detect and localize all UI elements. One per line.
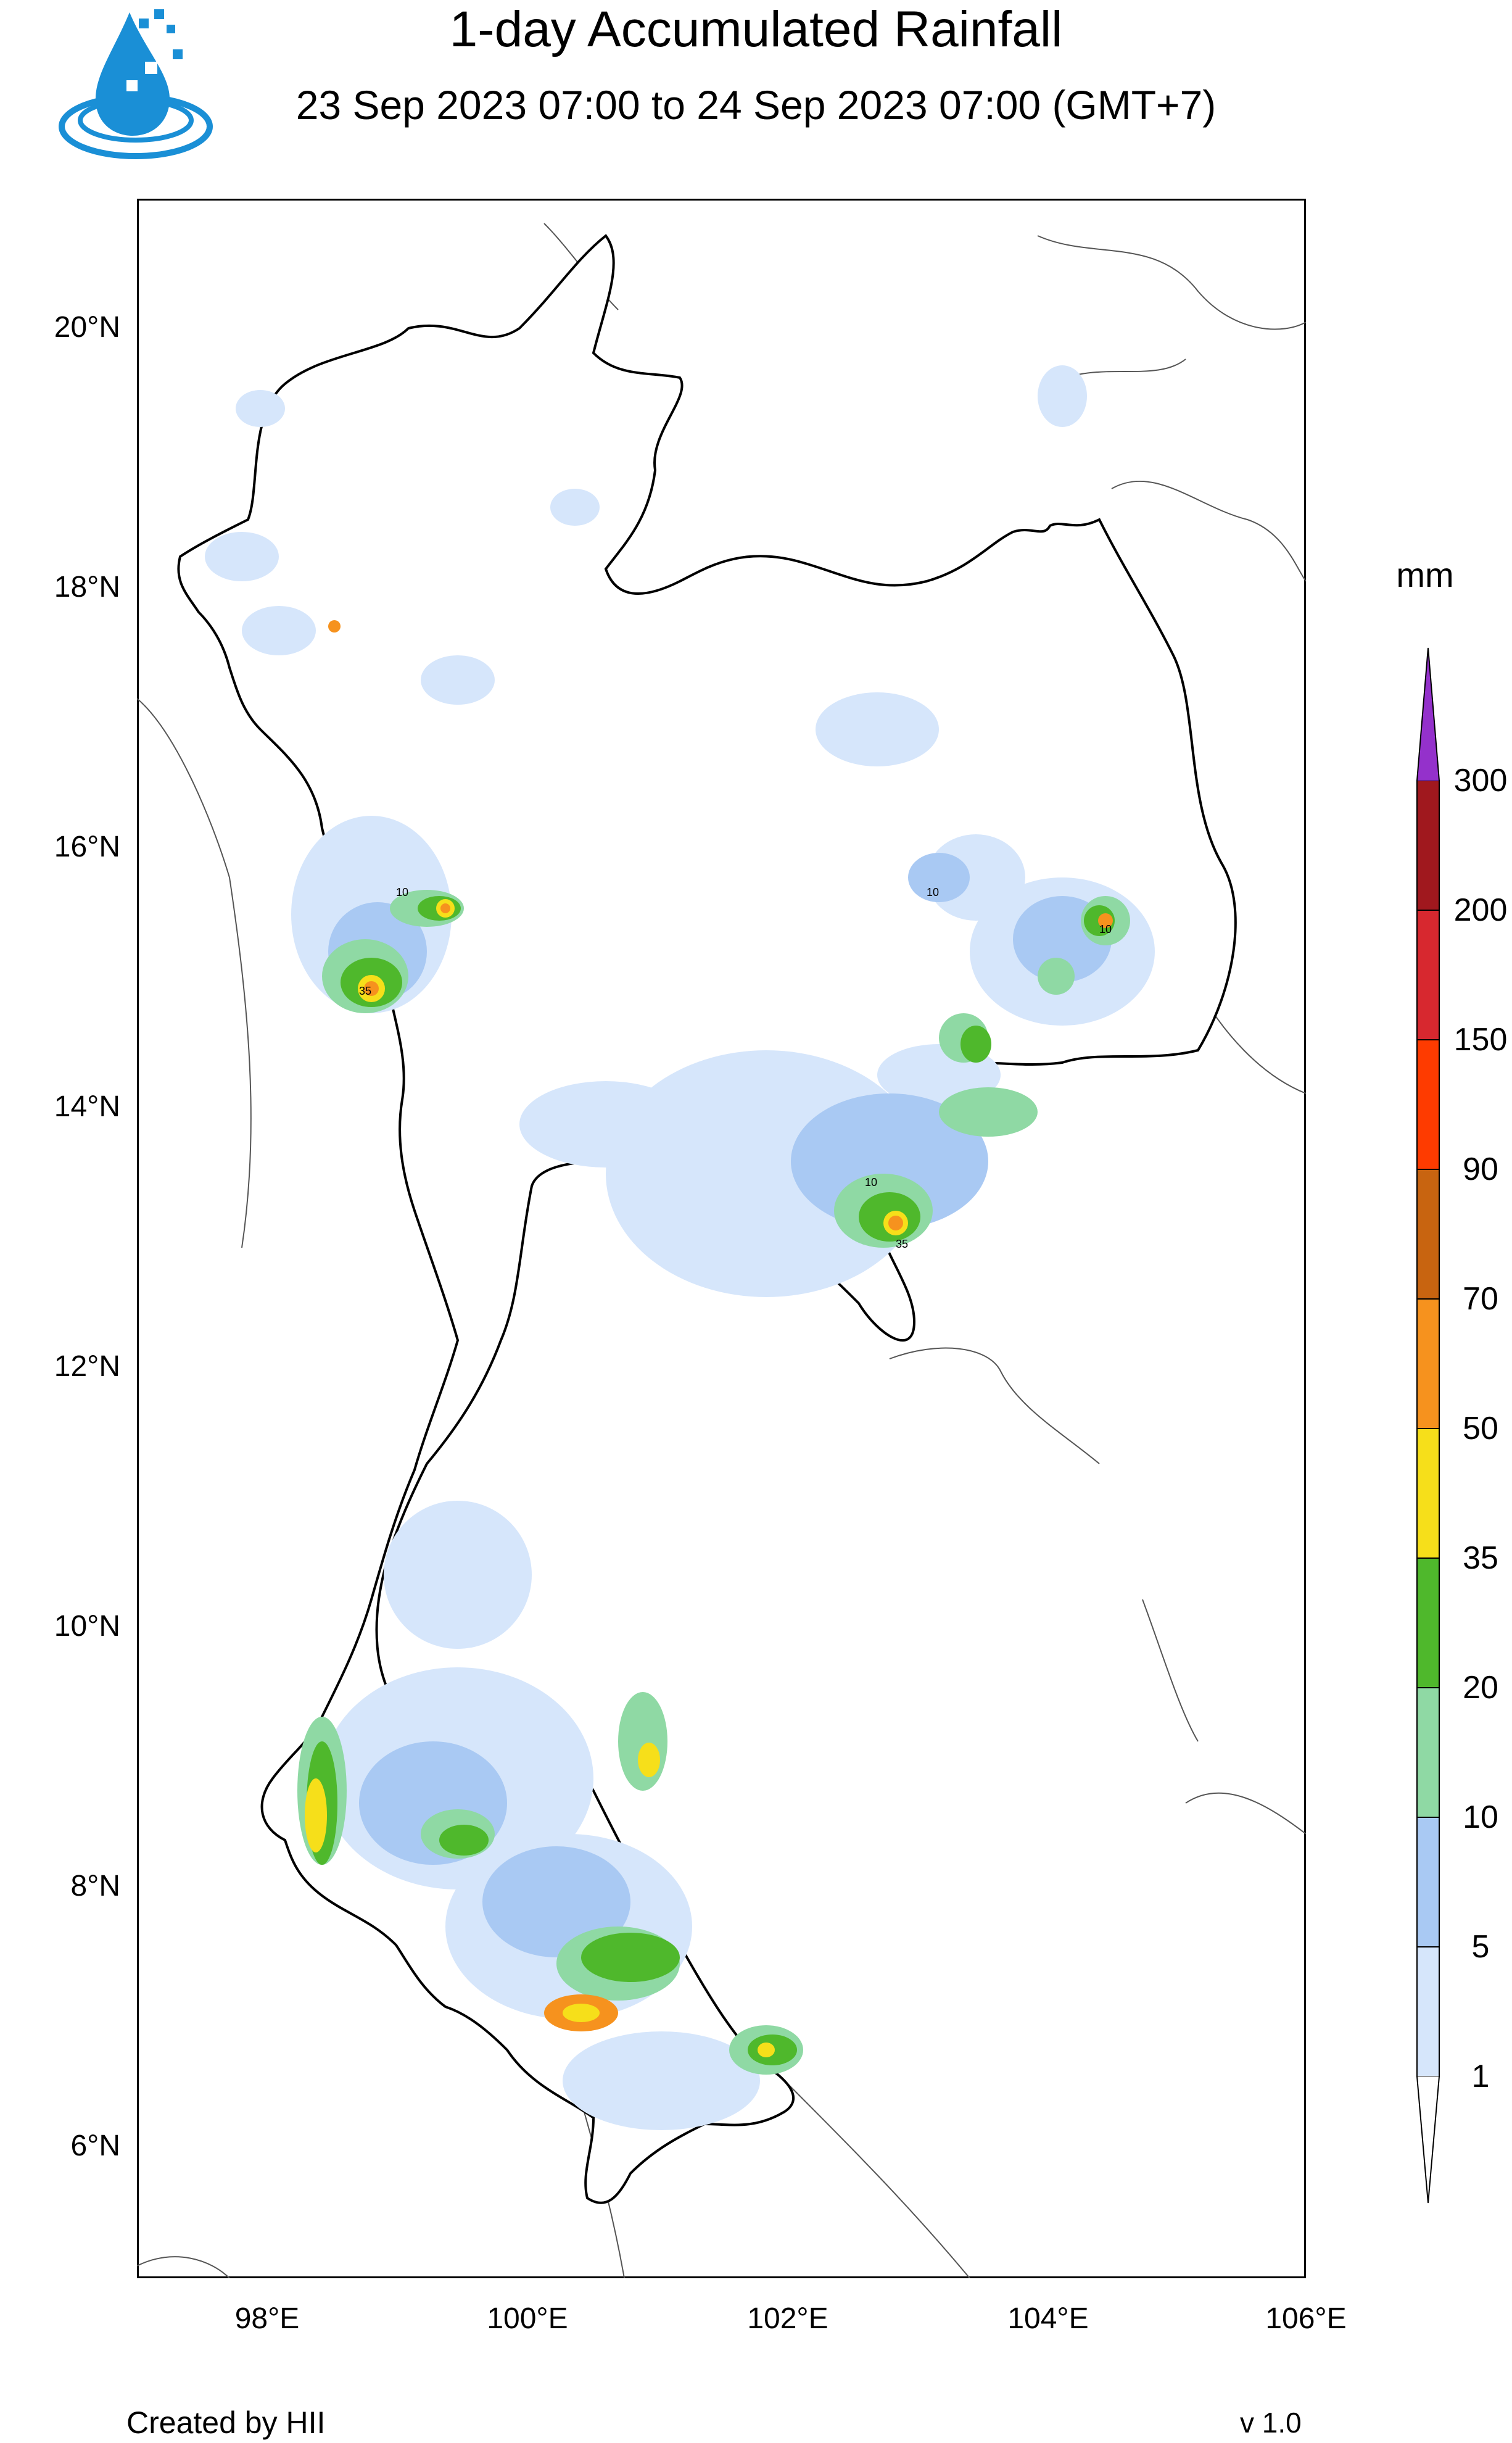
contour-label: 10 <box>1099 923 1112 935</box>
colorbar-segment <box>1416 1557 1440 1688</box>
colorbar-level-label: 5 <box>1471 1929 1490 1965</box>
colorbar-level-label: 200 <box>1453 892 1508 928</box>
colorbar-level-label: 35 <box>1463 1540 1498 1576</box>
contour-label: 35 <box>359 985 371 997</box>
lat-tick-label: 10°N <box>54 1610 120 1643</box>
lon-tick-label: 100°E <box>487 2302 568 2335</box>
colorbar-segment <box>1416 1428 1440 1559</box>
lon-tick-label: 106°E <box>1265 2302 1347 2335</box>
map-subtitle: 23 Sep 2023 07:00 to 24 Sep 2023 07:00 (… <box>295 82 1217 128</box>
colorbar-level-label: 10 <box>1463 1799 1498 1835</box>
lon-tick-label: 102°E <box>747 2302 828 2335</box>
lat-tick-label: 14°N <box>54 1090 120 1123</box>
colorbar-segment <box>1416 1039 1440 1170</box>
colorbar-level-label: 20 <box>1463 1670 1498 1706</box>
map-title: 1-day Accumulated Rainfall <box>449 1 1063 57</box>
colorbar-level-label: 70 <box>1463 1281 1498 1317</box>
colorbar-segment <box>1416 1687 1440 1818</box>
contour-label: 10 <box>865 1176 877 1188</box>
legend-unit: mm <box>1396 555 1454 594</box>
lon-tick-label: 104°E <box>1007 2302 1089 2335</box>
contour-label: 10 <box>396 886 408 898</box>
colorbar-level-label: 1 <box>1471 2059 1490 2094</box>
colorbar-segment <box>1416 1817 1440 1947</box>
water-drop-logo-icon <box>59 9 213 159</box>
colorbar-level-label: 150 <box>1453 1022 1508 1058</box>
lat-tick-label: 12°N <box>54 1350 120 1383</box>
colorbar-level-label: 50 <box>1463 1411 1498 1446</box>
colorbar-segment <box>1416 780 1440 911</box>
colorbar-segment <box>1416 1169 1440 1300</box>
contour-label: 35 <box>896 1238 908 1250</box>
lat-tick-label: 20°N <box>54 311 120 344</box>
contour-labels: 10 35 35 10 10 10 <box>359 886 1112 1250</box>
credit-label: Created by HII <box>126 2405 326 2440</box>
lat-tick-label: 8°N <box>70 1870 120 1902</box>
rainfall-map: 10 35 35 10 10 10 <box>137 199 1306 2278</box>
colorbar-level-label: 300 <box>1453 763 1508 798</box>
colorbar-segment <box>1416 910 1440 1040</box>
lon-tick-label: 98°E <box>234 2302 300 2335</box>
colorbar-segment <box>1416 1298 1440 1429</box>
lat-tick-label: 6°N <box>70 2130 120 2162</box>
lat-tick-label: 18°N <box>54 571 120 603</box>
version-label: v 1.0 <box>1240 2407 1302 2439</box>
colorbar-segment <box>1416 1946 1440 2077</box>
colorbar-level-label: 90 <box>1463 1151 1498 1187</box>
colorbar <box>1416 647 1440 2204</box>
lat-tick-label: 16°N <box>54 831 120 863</box>
contour-label: 10 <box>927 886 939 898</box>
